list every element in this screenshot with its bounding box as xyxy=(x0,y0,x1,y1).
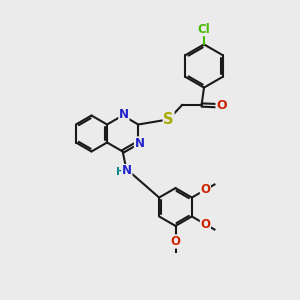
Text: O: O xyxy=(200,218,210,231)
Text: O: O xyxy=(170,235,181,248)
Text: N: N xyxy=(119,108,129,121)
Text: H: H xyxy=(116,167,124,177)
Text: O: O xyxy=(200,183,210,196)
Text: O: O xyxy=(216,99,227,112)
Text: N: N xyxy=(122,164,132,178)
Text: N: N xyxy=(134,137,145,150)
Text: Cl: Cl xyxy=(198,22,210,36)
Text: S: S xyxy=(163,112,174,127)
